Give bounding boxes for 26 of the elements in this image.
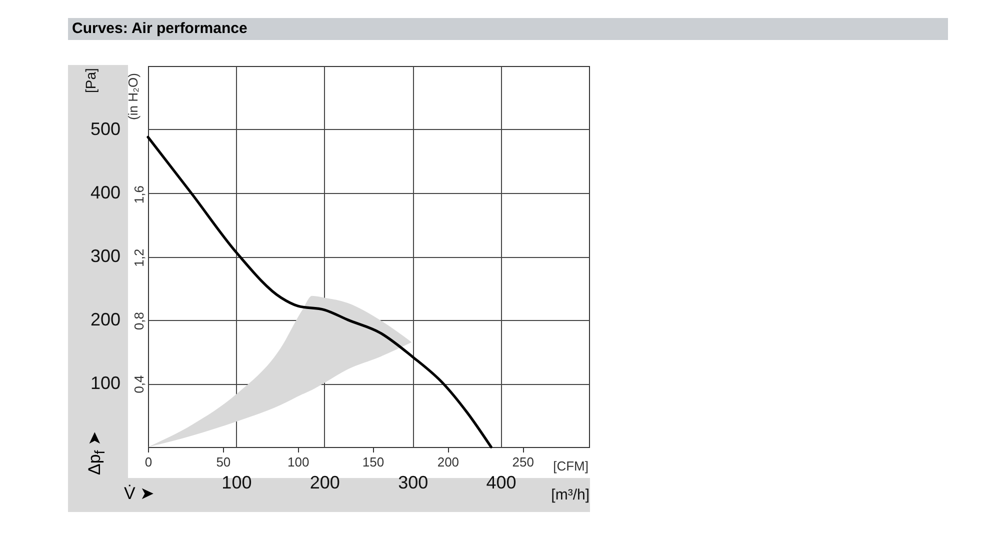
y-tick-label: 200 bbox=[90, 310, 120, 330]
x2-tick-label: 100 bbox=[287, 454, 310, 470]
line-series bbox=[146, 136, 492, 448]
x2-axis-title: [CFM] bbox=[553, 458, 588, 474]
chart-title: Curves: Air performance bbox=[68, 18, 948, 40]
x-tick-label: 200 bbox=[310, 472, 340, 492]
x-tick-label: 400 bbox=[486, 472, 516, 492]
x2-tick-label: 50 bbox=[216, 454, 231, 470]
x-tick-label: 100 bbox=[222, 472, 252, 492]
x2-tick-label: 0 bbox=[144, 454, 152, 470]
y2-tick-label: 1,2 bbox=[132, 248, 146, 267]
y-tick-label: 500 bbox=[90, 119, 120, 139]
y2-tick-label: 1,6 bbox=[132, 186, 146, 204]
y2-tick-label: 0,8 bbox=[132, 312, 146, 330]
x-axis-title: [m³/h] bbox=[551, 486, 590, 504]
x2-tick-label: 250 bbox=[512, 454, 534, 470]
y-tick-label: 300 bbox=[90, 246, 120, 266]
x2-tick-label: 150 bbox=[362, 454, 384, 470]
y-axis-title: [Pa] bbox=[82, 68, 98, 93]
y2-tick-label: 0,4 bbox=[132, 375, 146, 394]
x2-tick-label: 200 bbox=[437, 454, 460, 470]
text: V̇ ➤ bbox=[124, 483, 154, 504]
y2-axis-title: (in H₂O) bbox=[126, 73, 140, 120]
y-tick-label: 400 bbox=[90, 182, 120, 202]
y-tick-label: 100 bbox=[90, 373, 120, 393]
x-tick-label: 300 bbox=[398, 472, 428, 492]
